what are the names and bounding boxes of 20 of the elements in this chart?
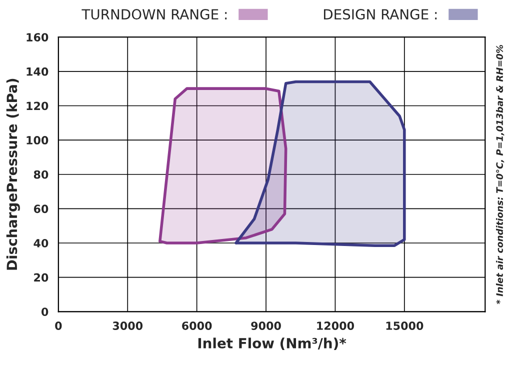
y-tick-label: 140 — [26, 67, 48, 76]
y-axis-title: DischargePressure (kPa) — [6, 78, 20, 270]
text: * Inlet air conditions: T=0°C, P=1,013bar & RH=0% — [496, 44, 504, 304]
x-tick-label: 3000 — [112, 322, 143, 330]
y-tick-label: 120 — [26, 102, 48, 110]
legend-label: TURNDOWN RANGE : — [82, 9, 227, 20]
x-axis-title: Inlet Flow (Nm³/h)* — [198, 338, 346, 350]
y-tick-label: 100 — [26, 136, 48, 144]
x-tick-label: 0 — [55, 322, 62, 330]
y-tick-label: 20 — [34, 273, 48, 282]
y-tick-label: 60 — [34, 204, 48, 214]
y-tick-label: 80 — [34, 170, 48, 179]
x-tick-label: 12000 — [317, 322, 354, 330]
y-tick-label: 0 — [42, 308, 48, 316]
x-tick-label: 15000 — [386, 322, 424, 330]
x-tick-label: 9000 — [251, 322, 281, 330]
legend-label: DESIGN RANGE : — [324, 9, 437, 20]
y-tick-label: 40 — [34, 238, 48, 248]
y-tick-label: 160 — [26, 33, 48, 42]
x-tick-label: 6000 — [182, 322, 212, 330]
